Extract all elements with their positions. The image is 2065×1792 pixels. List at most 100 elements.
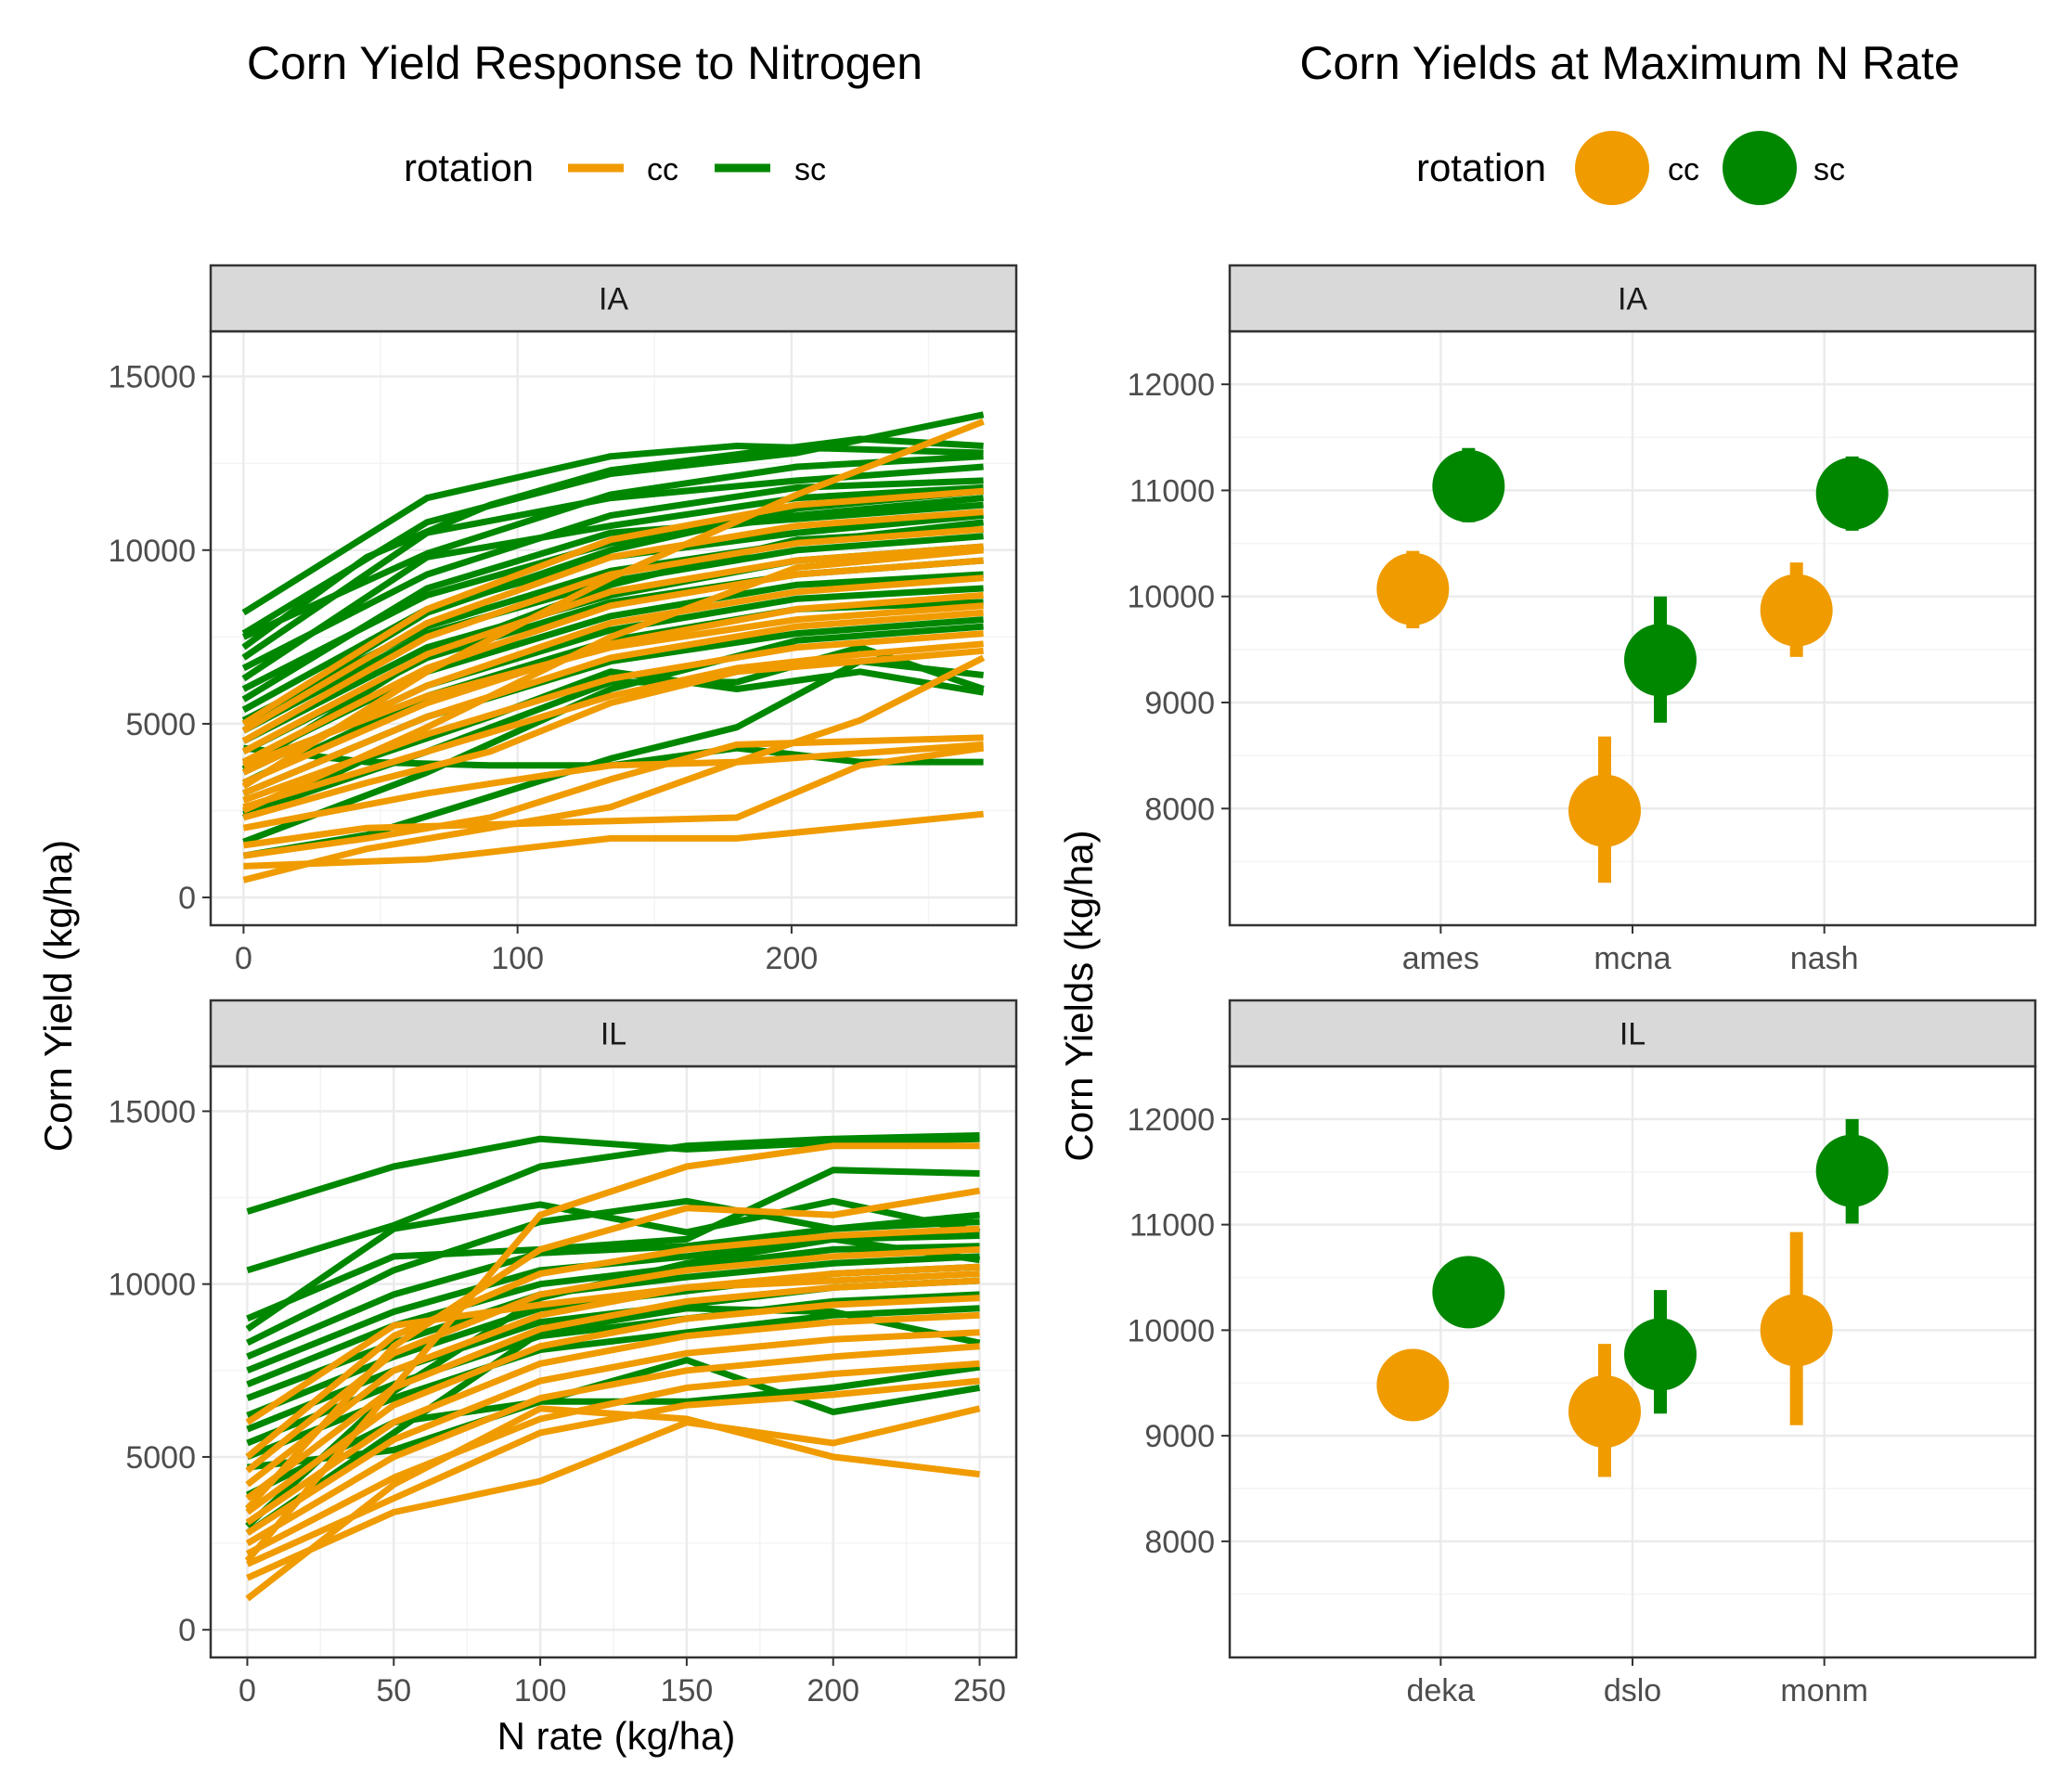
left-il-series-line-cc: [245, 1405, 980, 1602]
y-tick-label: 8000: [1144, 1525, 1215, 1560]
left-panel-il: 0 50 100 150 200 250 0 5000 10000 15000 IL: [108, 999, 1018, 1708]
right-y-axis-title: Corn Yields (kg/ha): [1057, 830, 1101, 1161]
left-ia-series-line-sc: [241, 463, 984, 661]
left-ia-series-line-cc: [241, 557, 984, 766]
left-ia-series-line-cc: [241, 419, 985, 790]
y-tick-label: 0: [178, 881, 196, 916]
left-ia-series-line-cc: [242, 734, 984, 859]
right-legend-title: rotation: [1416, 146, 1546, 189]
x-tick-label: 250: [953, 1673, 1006, 1708]
left-ia-series-line-cc: [243, 810, 984, 870]
left-il-series-line-cc: [245, 1263, 980, 1488]
left-ia-series-line-cc: [242, 602, 984, 769]
right-legend-sc-label: sc: [1813, 152, 1845, 187]
left-legend-title: rotation: [404, 146, 534, 189]
left-ia-series-line-cc: [242, 640, 984, 811]
right-ia-nash-sc-point: [1815, 457, 1889, 530]
left-il-series-line-cc: [245, 1311, 980, 1526]
x-tick-label-ames: ames: [1402, 941, 1479, 976]
y-tick-label: 11000: [1129, 473, 1215, 509]
x-tick-label-deka: deka: [1406, 1673, 1475, 1708]
left-ia-series-line-cc: [241, 509, 984, 734]
right-il-facet-strip: [1228, 999, 2037, 1068]
right-il-dslo-sc-point: [1624, 1318, 1697, 1391]
left-ia-series-line-sc: [242, 623, 984, 845]
left-ia-series-line-sc: [241, 435, 984, 651]
right-il-deka-sc-point: [1432, 1256, 1505, 1329]
right-il-dslo-cc-point: [1568, 1374, 1641, 1448]
right-ia-mcna-sc-point: [1624, 624, 1697, 697]
left-il-facet-strip: [209, 999, 1018, 1068]
left-il-series-line-cc: [245, 1277, 980, 1502]
left-x-axis-title: N rate (kg/ha): [497, 1714, 736, 1758]
left-il-facet-label: IL: [600, 1017, 626, 1052]
x-tick-label: 0: [239, 1673, 256, 1708]
left-ia-series-line-sc: [241, 501, 984, 703]
left-ia-series-line-cc: [242, 609, 984, 797]
y-tick-label: 5000: [125, 707, 196, 742]
x-tick-label-nash: nash: [1790, 941, 1859, 976]
left-legend-cc-label: cc: [647, 152, 678, 187]
left-il-series-line-cc: [244, 1142, 980, 1563]
right-il-monm-cc-point: [1760, 1294, 1833, 1367]
left-ia-series-line-cc: [242, 647, 984, 821]
y-tick-label: 8000: [1144, 792, 1215, 827]
x-tick-label: 150: [661, 1673, 714, 1708]
left-il-series-line-sc: [246, 1218, 980, 1360]
left-il-series-line-cc: [245, 1270, 980, 1425]
left-il-series-line-sc: [246, 1132, 980, 1274]
left-il-series-line-sc: [245, 1357, 981, 1499]
left-il-series-line-sc: [246, 1167, 980, 1322]
right-ia-mcna-cc-point: [1568, 774, 1641, 847]
left-il-series-line-cc: [245, 1295, 980, 1515]
left-il-series-line-sc: [246, 1243, 980, 1387]
x-tick-label: 100: [491, 941, 544, 976]
x-tick-label: 100: [514, 1673, 567, 1708]
left-il-series-line-cc: [245, 1360, 980, 1557]
right-panel-il: deka dslo monm 8000 9000 10000 11000 12000 IL: [1127, 999, 2037, 1708]
x-tick-label: 200: [766, 941, 819, 976]
right-legend-cc-label: cc: [1668, 152, 1699, 187]
left-legend-sc-label: sc: [794, 152, 826, 187]
x-tick-label-monm: monm: [1780, 1673, 1867, 1708]
left-ia-facet-strip: [209, 264, 1018, 333]
right-chart-title: Corn Yields at Maximum N Rate: [1299, 37, 1959, 89]
x-tick-label-mcna: mcna: [1594, 941, 1671, 976]
y-tick-label: 10000: [1127, 1313, 1215, 1348]
y-tick-label: 10000: [1127, 580, 1215, 615]
right-il-facet-label: IL: [1620, 1017, 1646, 1052]
right-ia-facet-strip: [1228, 264, 2037, 333]
left-il-series-line-cc: [245, 1329, 980, 1536]
y-tick-label: 5000: [125, 1440, 196, 1476]
y-tick-label: 15000: [108, 360, 196, 395]
left-il-series-line-cc: [244, 1187, 981, 1512]
left-ia-series-line-cc: [241, 487, 984, 727]
x-tick-label: 0: [235, 941, 252, 976]
left-ia-facet-label: IA: [599, 282, 628, 317]
left-il-series-line-sc: [245, 1305, 981, 1536]
y-tick-label: 10000: [108, 534, 196, 569]
left-y-axis-title: Corn Yield (kg/ha): [36, 840, 80, 1152]
right-panel-ia: ames mcna nash 8000 9000 10000 11000 12000 IA: [1127, 264, 2037, 976]
y-tick-label: 12000: [1127, 1102, 1215, 1138]
y-tick-label: 10000: [108, 1268, 196, 1303]
y-tick-label: 11000: [1129, 1208, 1215, 1244]
right-legend-cc-key: [1575, 131, 1649, 205]
left-ia-series-line-cc: [241, 543, 984, 754]
left-ia-series-line-cc: [241, 574, 984, 776]
left-ia-series-line-cc: [242, 744, 985, 849]
left-chart-title: Corn Yield Response to Nitrogen: [247, 37, 923, 89]
right-il-monm-sc-point: [1815, 1134, 1889, 1207]
right-ia-nash-cc-point: [1760, 574, 1833, 647]
left-ia-series-line-cc: [241, 547, 984, 814]
left-panel-ia: 0 100 200 0 5000 10000 15000 IA: [108, 264, 1018, 976]
left-il-series-line-cc: [246, 1405, 981, 1581]
left-il-series-line-sc: [246, 1135, 980, 1215]
left-ia-series-line-cc: [242, 741, 984, 832]
right-ia-ames-cc-point: [1376, 552, 1450, 625]
right-ia-facet-label: IA: [1618, 282, 1647, 317]
y-tick-label: 12000: [1127, 367, 1215, 403]
y-tick-label: 9000: [1144, 686, 1215, 721]
left-ia-series-line-cc: [242, 654, 986, 883]
